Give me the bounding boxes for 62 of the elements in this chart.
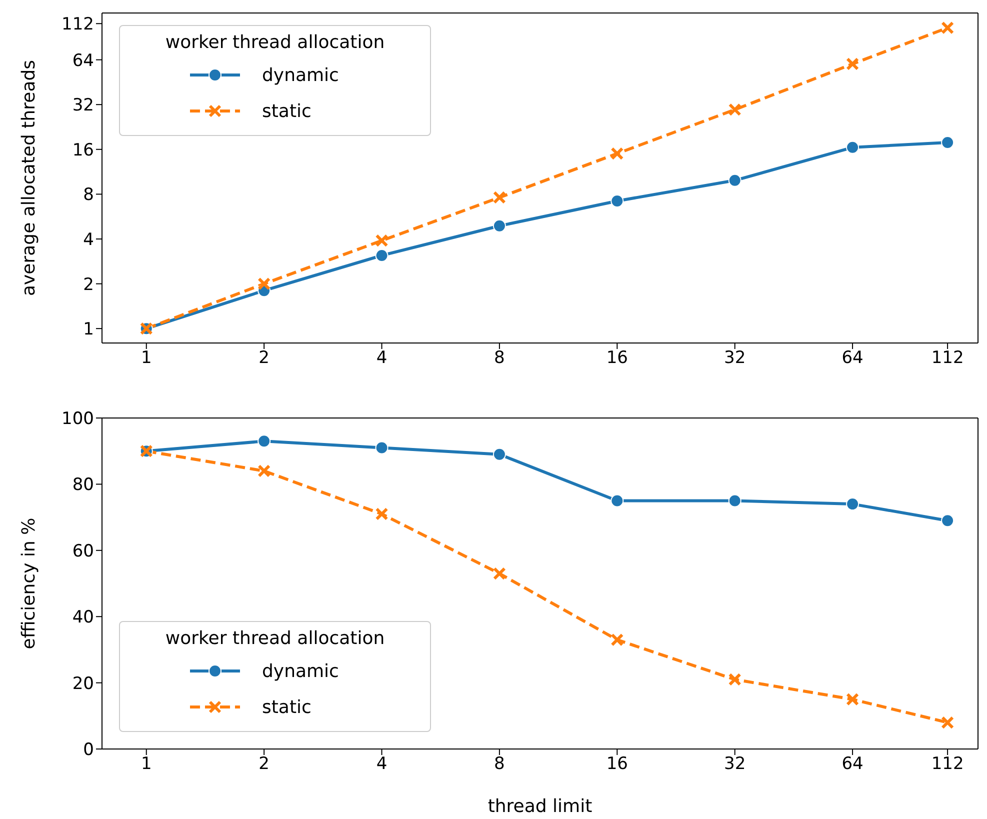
point (492, 191, 506, 204)
x-axis-title: thread limit (488, 796, 592, 817)
point (258, 464, 271, 478)
y-tick-label: 8 (83, 185, 94, 206)
y-tick-label: 4 (83, 230, 94, 250)
x-tick-label: 112 (931, 348, 964, 368)
point (492, 567, 506, 580)
x-tick-label: 2 (258, 754, 270, 774)
point (492, 448, 506, 461)
x-tick-label: 4 (376, 754, 388, 774)
x-tick-label: 8 (494, 348, 505, 368)
point (375, 234, 388, 248)
point (375, 441, 388, 454)
legend-title: worker thread allocation (164, 628, 386, 649)
point (258, 434, 271, 448)
y-tick-label: 32 (72, 96, 94, 116)
legend-label: static (262, 696, 312, 718)
x-tick-label: 2 (258, 348, 270, 368)
x-tick-label: 1 (140, 754, 152, 774)
x-tick-label: 64 (842, 754, 864, 774)
y-tick-label: 0 (83, 740, 94, 760)
point (610, 194, 624, 208)
x-tick-label: 16 (606, 754, 628, 774)
y-tick-label: 80 (72, 475, 94, 496)
point (610, 494, 624, 508)
y-axis-title: efficiency in % (18, 518, 40, 650)
y-tick-label: 20 (72, 674, 94, 694)
point (728, 672, 742, 686)
y-tick-label: 100 (62, 409, 94, 430)
y-tick-label: 64 (72, 50, 94, 71)
x-tick-label: 32 (724, 754, 746, 774)
y-tick-label: 16 (72, 140, 94, 160)
y-tick-label: 40 (72, 608, 94, 628)
y-tick-label: 60 (72, 541, 94, 562)
point (728, 174, 742, 187)
x-tick-label: 4 (376, 348, 388, 368)
point (610, 147, 624, 160)
point (610, 633, 624, 646)
y-axis-title: average allocated threads (18, 60, 40, 296)
legend-title: worker thread allocation (164, 32, 386, 53)
x-tick-label: 112 (931, 754, 964, 774)
x-tick-label: 1 (140, 348, 152, 368)
x-tick-label: 16 (606, 348, 628, 368)
legend-label: dynamic (262, 64, 339, 86)
point (846, 498, 860, 511)
y-tick-label: 2 (83, 274, 94, 295)
x-tick-label: 8 (494, 754, 505, 774)
point (258, 277, 271, 290)
legend-label: dynamic (262, 660, 339, 682)
legend-label: static (262, 100, 312, 122)
point (492, 219, 506, 232)
point (375, 507, 388, 520)
x-tick-label: 32 (724, 348, 746, 368)
point (846, 692, 860, 706)
point (846, 140, 860, 154)
point (728, 103, 742, 116)
point (375, 248, 388, 262)
y-tick-label: 1 (83, 320, 94, 340)
x-tick-label: 64 (842, 348, 864, 368)
point (846, 57, 860, 70)
point (728, 494, 742, 508)
y-tick-label: 112 (62, 14, 94, 35)
